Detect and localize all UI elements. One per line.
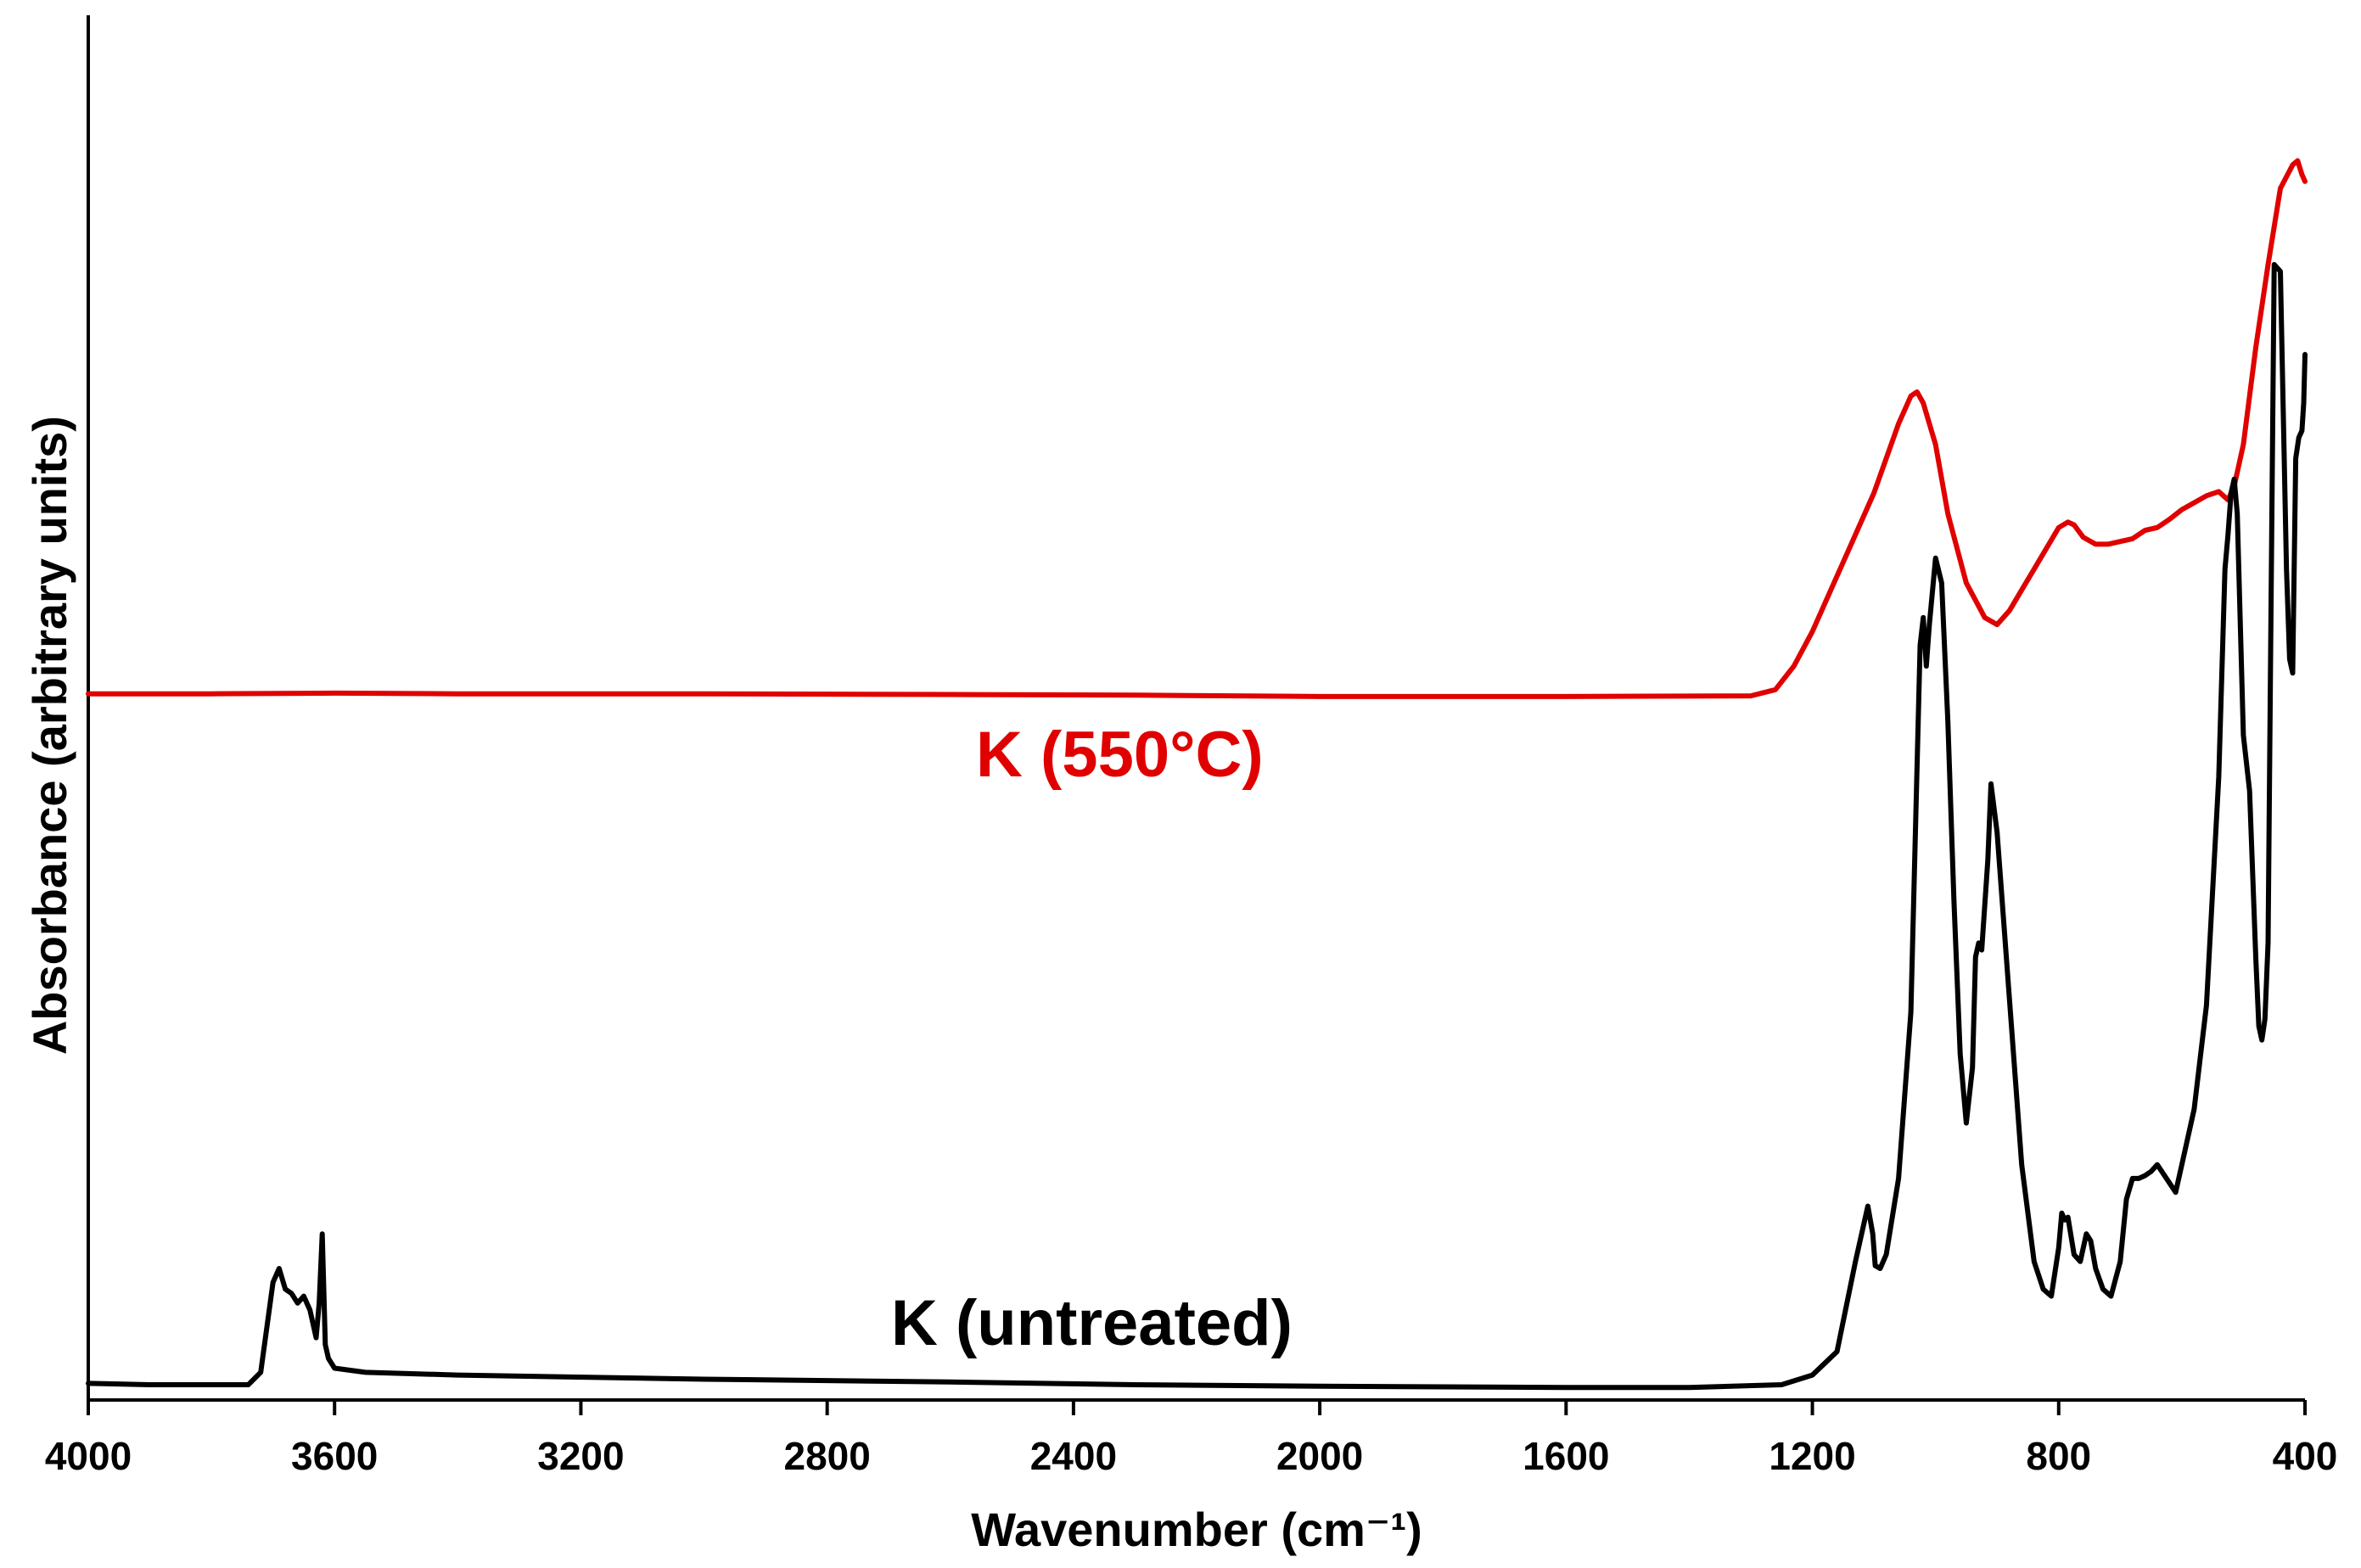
series-lines bbox=[86, 158, 2308, 1391]
series-label-k-untreated: K (untreated) bbox=[891, 1287, 1293, 1359]
x-tick-label-4000: 4000 bbox=[45, 1434, 132, 1478]
x-axis-title: Wavenumber (cm⁻¹) bbox=[971, 1503, 1422, 1556]
y-axis-title: Absorbance (arbitrary units) bbox=[23, 416, 76, 1055]
x-tick-label-2800: 2800 bbox=[783, 1434, 870, 1478]
x-tick-label-3200: 3200 bbox=[537, 1434, 624, 1478]
series-line-k-untreated bbox=[86, 261, 2308, 1391]
x-tick-label-800: 800 bbox=[2026, 1434, 2091, 1478]
x-axis-ticks: 4000 3600 3200 2800 2400 2000 1600 1200 800 400 bbox=[45, 1400, 2338, 1478]
x-tick-label-3600: 3600 bbox=[291, 1434, 378, 1478]
x-tick-label-2000: 2000 bbox=[1276, 1434, 1363, 1478]
x-tick-label-400: 400 bbox=[2273, 1434, 2338, 1478]
x-tick-label-1600: 1600 bbox=[1523, 1434, 1609, 1478]
x-tick-label-1200: 1200 bbox=[1769, 1434, 1855, 1478]
x-tick-label-2400: 2400 bbox=[1030, 1434, 1117, 1478]
series-label-k-550c: K (550°C) bbox=[976, 719, 1264, 791]
